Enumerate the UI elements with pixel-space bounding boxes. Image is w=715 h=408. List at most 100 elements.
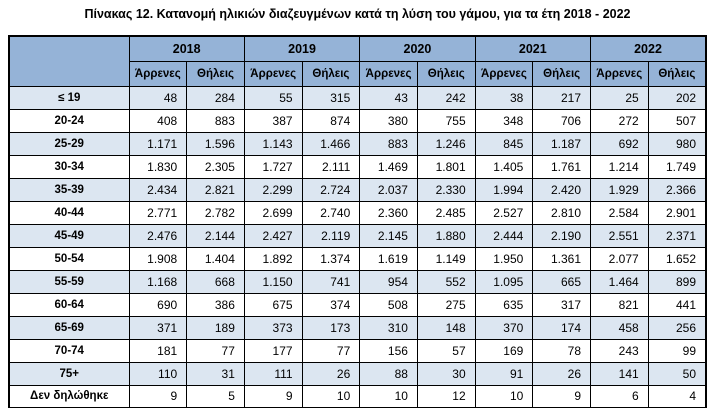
- data-cell: 2.427: [243, 223, 303, 248]
- table-row: 60-64 690 386 675 374 508 275 635 317 821 441: [8, 292, 707, 317]
- data-cell: 1.652: [647, 246, 707, 271]
- data-cell: 26: [301, 361, 361, 386]
- row-label: 75+: [8, 361, 130, 386]
- data-cell: 675: [243, 292, 303, 317]
- data-cell: 26: [532, 361, 591, 386]
- data-cell: 189: [186, 315, 245, 340]
- table-header: 2018 2019 2020 2021 2022 Άρρενες Θήλεις Άρρενε…: [8, 35, 707, 87]
- data-cell: 1.150: [243, 269, 303, 294]
- data-cell: 1.880: [416, 223, 476, 248]
- data-cell: 2.821: [186, 177, 245, 202]
- data-cell: 50: [647, 361, 707, 386]
- data-cell: 2.077: [590, 246, 649, 271]
- data-cell: 110: [128, 361, 188, 386]
- data-cell: 30: [416, 361, 476, 386]
- data-cell: 10: [474, 384, 534, 408]
- data-cell: 883: [359, 131, 418, 156]
- sex-header: Άρρενες: [474, 60, 534, 87]
- data-cell: 755: [416, 108, 476, 133]
- data-cell: 1.892: [243, 246, 303, 271]
- sex-header: Θήλεις: [416, 60, 476, 87]
- row-label: 60-64: [8, 292, 130, 317]
- data-cell: 242: [416, 85, 476, 110]
- row-label: 40-44: [8, 200, 130, 225]
- sex-header: Άρρενες: [359, 60, 418, 87]
- year-header: 2019: [243, 35, 361, 62]
- data-cell: 6: [590, 384, 649, 408]
- data-cell: 507: [647, 108, 707, 133]
- data-cell: 2.771: [128, 200, 188, 225]
- table-row: 50-54 1.908 1.404 1.892 1.374 1.619 1.149 1.950…: [8, 246, 707, 271]
- data-cell: 845: [474, 131, 534, 156]
- data-cell: 1.464: [590, 269, 649, 294]
- data-cell: 174: [532, 315, 591, 340]
- data-cell: 1.994: [474, 177, 534, 202]
- data-cell: 10: [359, 384, 418, 408]
- data-cell: 2.360: [359, 200, 418, 225]
- row-label: 45-49: [8, 223, 130, 248]
- data-cell: 1.246: [416, 131, 476, 156]
- data-cell: 2.299: [243, 177, 303, 202]
- table-row: Δεν δηλώθηκε 9 5 9 10 10 12 10 9 6 4: [8, 384, 707, 408]
- data-cell: 91: [474, 361, 534, 386]
- row-label: 65-69: [8, 315, 130, 340]
- data-cell: 2.111: [301, 154, 361, 179]
- row-label: Δεν δηλώθηκε: [8, 384, 130, 408]
- data-cell: 1.404: [186, 246, 245, 271]
- table-row: 70-74 181 77 177 77 156 57 169 78 243 99: [8, 338, 707, 363]
- data-cell: 692: [590, 131, 649, 156]
- data-cell: 2.724: [301, 177, 361, 202]
- table-row: 20-24 408 883 387 874 380 755 348 706 272 507: [8, 108, 707, 133]
- row-label: 30-34: [8, 154, 130, 179]
- data-cell: 10: [301, 384, 361, 408]
- data-cell: 217: [532, 85, 591, 110]
- data-cell: 4: [647, 384, 707, 408]
- data-cell: 706: [532, 108, 591, 133]
- table-body: ≤ 19 48 284 55 315 43 242 38 217 25 202 20-24 408 883…: [8, 85, 707, 408]
- year-header: 2020: [359, 35, 476, 62]
- data-cell: 348: [474, 108, 534, 133]
- table-row: ≤ 19 48 284 55 315 43 242 38 217 25 202: [8, 85, 707, 110]
- data-cell: 25: [590, 85, 649, 110]
- data-cell: 1.801: [416, 154, 476, 179]
- data-cell: 441: [647, 292, 707, 317]
- data-cell: 2.584: [590, 200, 649, 225]
- corner-cell: [8, 35, 130, 87]
- data-cell: 1.149: [416, 246, 476, 271]
- row-label: 50-54: [8, 246, 130, 271]
- data-cell: 2.444: [474, 223, 534, 248]
- data-cell: 1.619: [359, 246, 418, 271]
- data-cell: 2.305: [186, 154, 245, 179]
- data-cell: 31: [186, 361, 245, 386]
- data-cell: 12: [416, 384, 476, 408]
- data-cell: 374: [301, 292, 361, 317]
- data-cell: 177: [243, 338, 303, 363]
- data-cell: 88: [359, 361, 418, 386]
- sex-header: Άρρενες: [590, 60, 649, 87]
- data-cell: 1.469: [359, 154, 418, 179]
- data-cell: 169: [474, 338, 534, 363]
- data-cell: 2.190: [532, 223, 591, 248]
- data-cell: 256: [647, 315, 707, 340]
- data-cell: 2.366: [647, 177, 707, 202]
- data-cell: 9: [243, 384, 303, 408]
- row-label: 35-39: [8, 177, 130, 202]
- data-cell: 2.119: [301, 223, 361, 248]
- data-cell: 2.420: [532, 177, 591, 202]
- data-cell: 387: [243, 108, 303, 133]
- data-cell: 156: [359, 338, 418, 363]
- sex-header: Άρρενες: [243, 60, 303, 87]
- data-cell: 508: [359, 292, 418, 317]
- data-cell: 371: [128, 315, 188, 340]
- row-label: 70-74: [8, 338, 130, 363]
- data-cell: 1.761: [532, 154, 591, 179]
- sex-header-row: Άρρενες Θήλεις Άρρενες Θήλεις Άρρενες Θήλεις Ά…: [9, 60, 707, 87]
- data-cell: 408: [128, 108, 188, 133]
- table-row: 30-34 1.830 2.305 1.727 2.111 1.469 1.801 1.405…: [8, 154, 707, 179]
- data-cell: 1.950: [474, 246, 534, 271]
- data-cell: 9: [128, 384, 188, 408]
- data-cell: 1.143: [243, 131, 303, 156]
- table-row: 45-49 2.476 2.144 2.427 2.119 2.145 1.880 2.444…: [8, 223, 707, 248]
- data-cell: 243: [590, 338, 649, 363]
